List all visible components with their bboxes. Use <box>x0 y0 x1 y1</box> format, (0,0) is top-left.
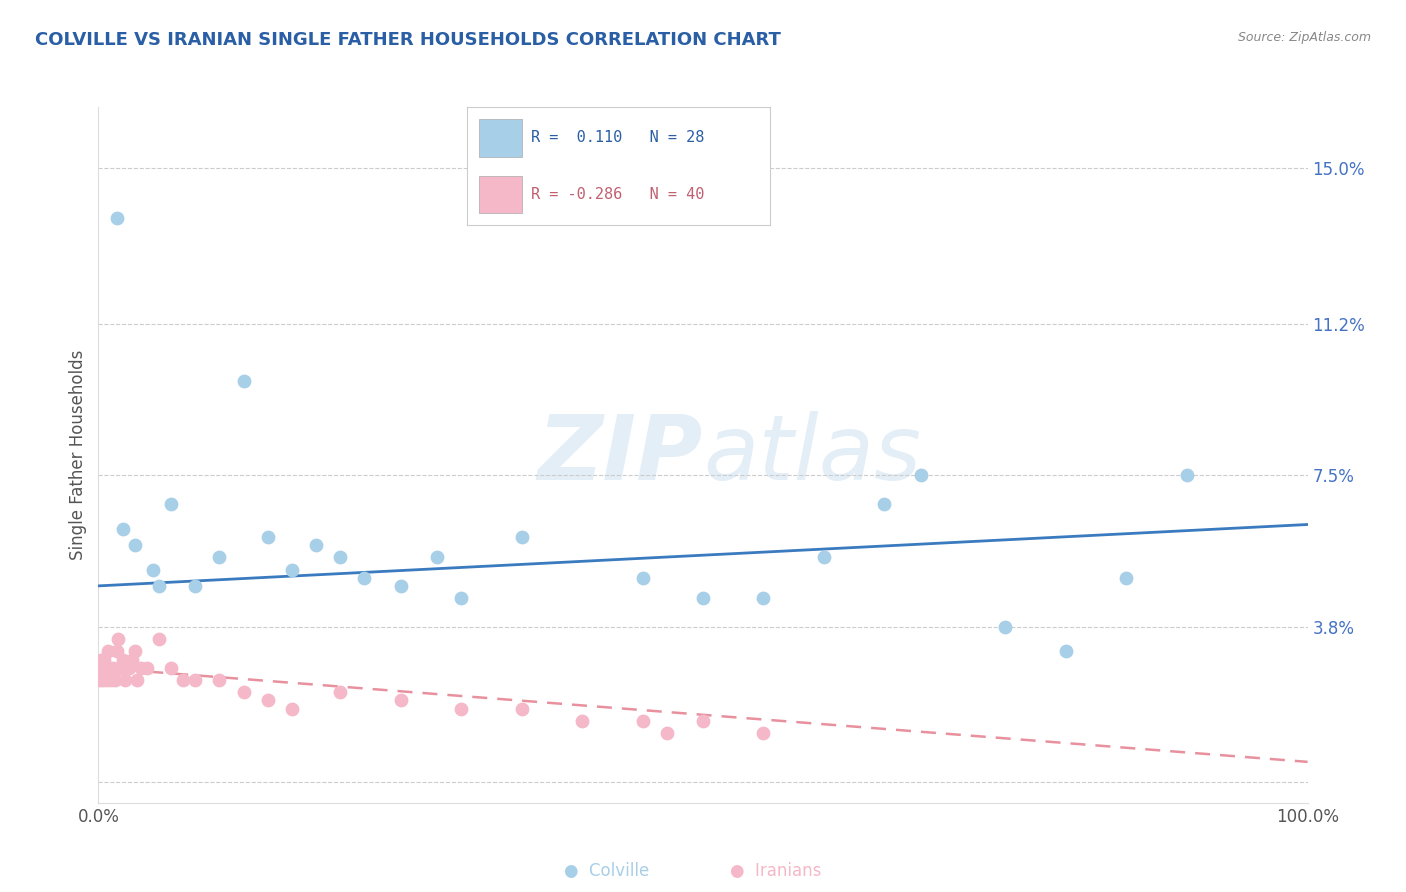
Point <box>89 673 111 687</box>
Point <box>184 579 207 593</box>
Point <box>813 550 835 565</box>
Point <box>94 661 117 675</box>
Point <box>101 661 124 675</box>
Point <box>450 701 472 715</box>
Point <box>184 673 207 687</box>
Point <box>91 661 114 675</box>
Point <box>329 685 352 699</box>
Point <box>1054 644 1077 658</box>
Point <box>752 591 775 606</box>
Point <box>108 661 131 675</box>
Point <box>692 591 714 606</box>
Point <box>135 661 157 675</box>
Point <box>450 591 472 606</box>
Point <box>631 714 654 728</box>
Point <box>232 374 254 388</box>
Point <box>1175 468 1198 483</box>
Point <box>329 550 352 565</box>
Text: Source: ZipAtlas.com: Source: ZipAtlas.com <box>1237 31 1371 45</box>
Point <box>148 579 170 593</box>
Point <box>510 530 533 544</box>
Point <box>129 661 152 675</box>
Point <box>208 673 231 687</box>
Point <box>426 550 449 565</box>
Point <box>208 550 231 565</box>
Point <box>232 685 254 699</box>
Point <box>571 714 593 728</box>
Point <box>873 497 896 511</box>
Point <box>160 661 183 675</box>
Point <box>281 701 304 715</box>
Point <box>160 497 183 511</box>
Point <box>752 726 775 740</box>
Point <box>100 673 122 687</box>
Point <box>281 562 304 576</box>
Point <box>105 644 128 658</box>
Point <box>114 673 136 687</box>
Point <box>93 652 115 666</box>
Point <box>107 632 129 646</box>
Point <box>90 652 112 666</box>
Text: ZIP: ZIP <box>537 411 703 499</box>
Point <box>692 714 714 728</box>
Text: COLVILLE VS IRANIAN SINGLE FATHER HOUSEHOLDS CORRELATION CHART: COLVILLE VS IRANIAN SINGLE FATHER HOUSEH… <box>35 31 780 49</box>
Point <box>142 562 165 576</box>
Point <box>98 661 121 675</box>
Point <box>124 644 146 658</box>
Text: ●  Colville: ● Colville <box>564 862 650 880</box>
Text: ●  Iranians: ● Iranians <box>730 862 821 880</box>
Point <box>127 673 149 687</box>
Point <box>389 579 412 593</box>
Point <box>305 538 328 552</box>
Point <box>910 468 932 483</box>
Point <box>994 620 1017 634</box>
Point <box>118 661 141 675</box>
Point <box>111 652 134 666</box>
Y-axis label: Single Father Households: Single Father Households <box>69 350 87 560</box>
Point <box>111 522 134 536</box>
Text: atlas: atlas <box>703 411 921 499</box>
Point <box>353 571 375 585</box>
Point <box>148 632 170 646</box>
Point <box>105 211 128 225</box>
Point <box>172 673 194 687</box>
Point <box>256 530 278 544</box>
Point <box>96 673 118 687</box>
Point <box>124 538 146 552</box>
Point <box>1115 571 1137 585</box>
Point <box>389 693 412 707</box>
Point <box>91 673 114 687</box>
Point <box>631 571 654 585</box>
Point <box>510 701 533 715</box>
Point <box>256 693 278 707</box>
Point <box>97 644 120 658</box>
Point <box>121 652 143 666</box>
Point <box>655 726 678 740</box>
Point <box>104 673 127 687</box>
